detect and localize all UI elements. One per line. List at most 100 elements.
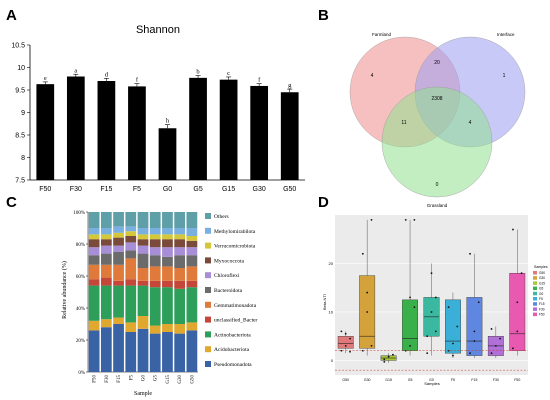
box-point: [409, 345, 411, 347]
stacked-legend-swatch: [205, 316, 211, 323]
stacked-bar-segment: [162, 332, 173, 372]
box-legend-label: F5: [539, 297, 543, 301]
stacked-bar-segment: [88, 247, 100, 256]
box-point: [456, 325, 459, 328]
stacked-bar-segment: [100, 234, 112, 240]
shannon-y-tick-label: 9.5: [15, 88, 25, 95]
shannon-bar: [36, 84, 55, 180]
stacked-x-tick-label: G50: [190, 375, 195, 384]
box-legend-swatch: [533, 312, 537, 317]
stacked-bar-segment: [88, 212, 100, 228]
box-x-tick-label: F30: [493, 378, 499, 382]
stacked-bar-segment: [162, 266, 173, 281]
box-point: [430, 272, 433, 275]
stacked-bar-segment: [149, 234, 161, 240]
venn-region-count: 11: [401, 120, 406, 126]
stacked-bar-segment: [88, 285, 100, 321]
stacked-bar-segment: [137, 316, 149, 329]
stacked-bar-segment: [186, 266, 198, 281]
box-point: [473, 340, 476, 342]
venn-region-count: 4: [469, 120, 472, 126]
box-iqr: [509, 272, 526, 351]
shannon-bar: [128, 86, 146, 180]
box-legend-label: G5: [539, 287, 543, 291]
box-legend-swatch: [533, 281, 537, 285]
box-legend-swatch: [533, 276, 537, 280]
box-iqr: [445, 299, 461, 354]
venn-set-label: Farmland: [372, 32, 392, 37]
box-point: [349, 337, 351, 340]
shannon-y-tick-label: 8.5: [15, 133, 25, 140]
shannon-x-tick-label: G15: [222, 186, 235, 193]
stacked-bar-segment: [149, 228, 161, 235]
stacked-bar-segment: [88, 234, 100, 240]
stacked-y-tick-label: 0%: [78, 371, 85, 376]
stacked-bar-segment: [88, 279, 100, 286]
box-point: [361, 349, 364, 352]
stacked-bar-segment: [162, 234, 173, 240]
stacked-bar-segment: [174, 324, 186, 334]
stacked-bar-segment: [162, 228, 173, 235]
box-point: [413, 218, 416, 221]
box-x-tick-label: G50: [342, 378, 349, 382]
box-point: [512, 228, 514, 231]
box-ylabel: Beta-NTI: [322, 294, 327, 310]
shannon-bar: [219, 79, 238, 180]
stacked-legend-label: Chloroflexi: [214, 272, 240, 279]
shannon-bar: [97, 81, 116, 180]
stacked-bar-segment: [174, 228, 186, 235]
box-legend-label: G50: [539, 271, 545, 275]
box-point: [344, 345, 347, 347]
box-point: [434, 330, 437, 333]
box-y-tick-label: 0: [331, 358, 334, 363]
stacked-bar-segment: [137, 245, 149, 254]
box-x-tick-label: G30: [364, 378, 371, 382]
box-legend-swatch: [533, 302, 537, 306]
shannon-x-tick-label: G30: [253, 186, 266, 193]
box-x-tick-label: F50: [514, 378, 520, 382]
box-legend-label: F30: [539, 307, 545, 311]
stacked-legend-label: Others: [214, 214, 229, 220]
stacked-bar-segment: [100, 319, 112, 328]
shannon-x-tick-label: F50: [39, 186, 51, 193]
stacked-bar-segment: [100, 228, 112, 235]
box-point: [392, 353, 394, 356]
stacked-legend-label: Bacteroidota: [214, 288, 243, 294]
box-point: [516, 301, 519, 304]
stacked-bar-segment: [174, 268, 186, 281]
box-legend-swatch: [533, 286, 537, 291]
shannon-significance-letter: b: [196, 69, 199, 76]
box-legend-title: Samples: [534, 265, 548, 269]
stacked-legend-label: Acidobacteriota: [214, 347, 250, 353]
box-point: [349, 350, 351, 353]
shannon-bar: [158, 128, 177, 180]
shannon-significance-letter: a: [74, 67, 77, 74]
stacked-bar-segment: [162, 324, 173, 332]
stacked-bar-segment: [100, 285, 112, 320]
stacked-legend-swatch: [205, 346, 211, 353]
shannon-significance-letter: d: [105, 71, 109, 78]
box-legend-label: G0: [539, 292, 543, 296]
stacked-legend-label: Actinobacteriota: [214, 332, 251, 338]
stacked-bar-segment: [162, 247, 173, 257]
stacked-bar-segment: [174, 234, 186, 240]
stacked-legend-swatch: [205, 257, 211, 264]
stacked-bar-segment: [186, 255, 198, 267]
box-iqr: [466, 297, 483, 356]
stacked-bar-segment: [149, 325, 161, 334]
stacked-x-tick-label: F15: [117, 375, 122, 383]
stacked-bar-segment: [137, 253, 149, 268]
venn-region-count: 4: [371, 73, 374, 79]
shannon-x-tick-label: G50: [283, 186, 296, 193]
stacked-bar-segment: [113, 252, 124, 265]
stacked-bar-segment: [100, 253, 112, 265]
stacked-bar-segment: [149, 266, 161, 281]
panel-label-c: C: [6, 194, 17, 211]
stacked-legend-label: Gemmatimonadota: [214, 303, 257, 309]
stacked-bar-segment: [100, 277, 112, 286]
stacked-bar-segment: [186, 228, 198, 236]
stacked-bar-segment: [186, 212, 198, 228]
box-point: [413, 306, 416, 309]
box-legend-label: G15: [539, 281, 545, 285]
